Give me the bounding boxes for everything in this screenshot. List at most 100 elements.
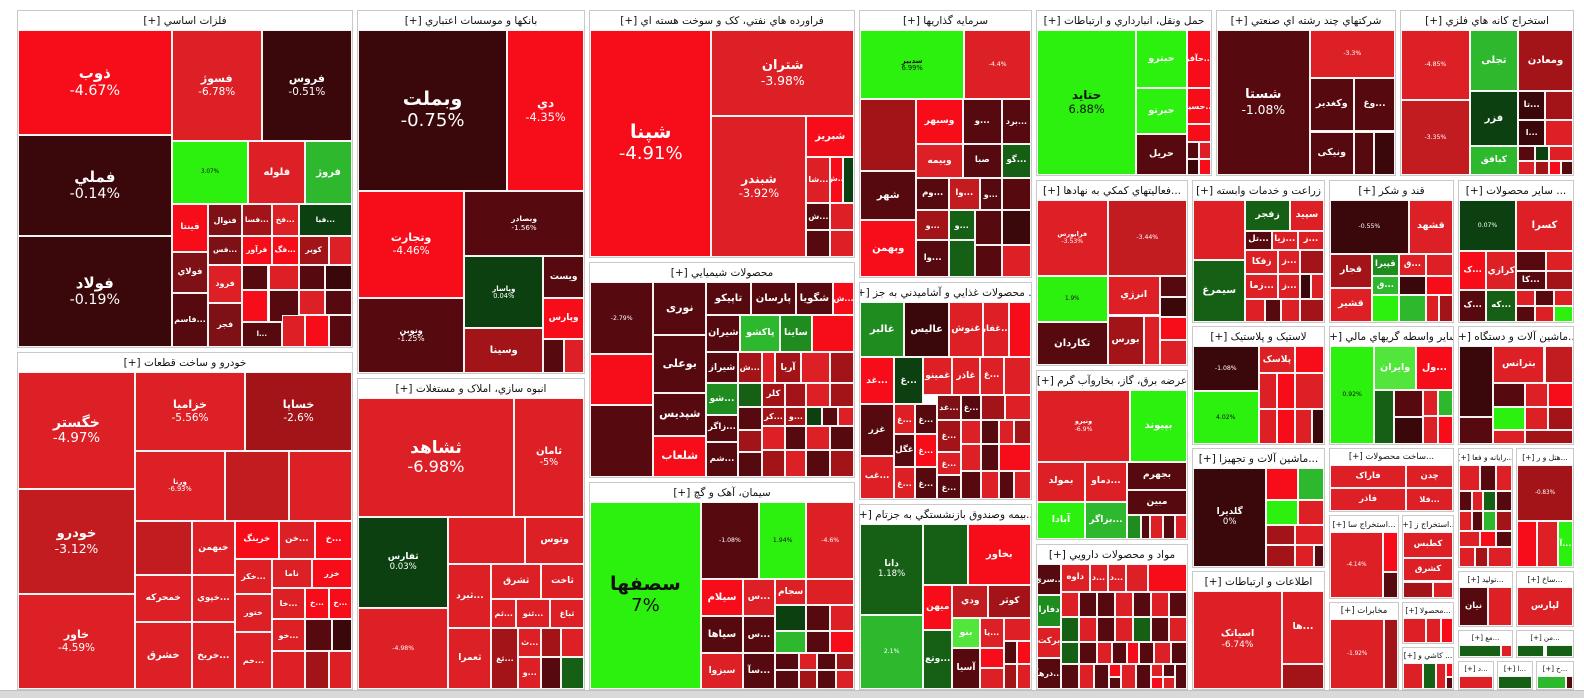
stock-tile-کویر[interactable]: کویر (298, 236, 329, 265)
stock-tile[interactable] (1384, 619, 1398, 689)
stock-tile[interactable]: -1.08% (700, 502, 759, 579)
stock-tile[interactable]: -0.55% (1330, 200, 1409, 254)
stock-tile[interactable] (1295, 346, 1324, 374)
stock-tile[interactable]: 1.9% (1037, 275, 1108, 323)
stock-tile[interactable] (1472, 510, 1483, 532)
stock-tile[interactable] (785, 449, 807, 477)
stock-tile-حبترو[interactable]: حبترو (1136, 30, 1187, 88)
stock-tile-وپاسار[interactable]: وپاسار 0.04% (464, 256, 544, 329)
stock-tile[interactable] (774, 604, 807, 632)
stock-tile[interactable] (806, 449, 831, 477)
stock-tile[interactable] (979, 667, 1004, 689)
stock-tile[interactable] (1501, 645, 1512, 657)
stock-tile[interactable] (305, 619, 332, 651)
stock-tile[interactable] (1496, 490, 1512, 511)
stock-tile-پارسان[interactable]: پارسان (751, 282, 796, 316)
stock-tile-...حسیر[interactable]: ...حسیر (1186, 88, 1211, 125)
stock-tile[interactable] (590, 404, 654, 477)
stock-tile[interactable]: -4.98% (358, 607, 449, 689)
stock-tile-...زاگر[interactable]: ...زاگر (706, 414, 738, 442)
stock-tile-...وغ[interactable]: ...وغ (1354, 77, 1395, 132)
stock-tile[interactable] (1295, 373, 1324, 409)
stock-tile[interactable] (1003, 664, 1018, 689)
stock-tile[interactable] (737, 451, 762, 477)
stock-tile-...شو[interactable]: ...شو (706, 383, 738, 415)
stock-tile[interactable] (1547, 406, 1573, 431)
stock-tile[interactable] (1537, 676, 1566, 689)
stock-tile[interactable] (563, 338, 584, 373)
stock-tile-...وم[interactable]: ...وم (916, 178, 949, 211)
stock-tile-وبصادر[interactable]: وبصادر -1.56% (464, 191, 584, 257)
stock-tile-شیران[interactable]: شیران (706, 315, 741, 353)
stock-tile-...خن[interactable]: ...خن (278, 520, 316, 560)
stock-tile-...کر[interactable]: ...کر (761, 406, 786, 427)
stock-tile[interactable] (590, 354, 654, 405)
stock-tile[interactable] (974, 244, 1002, 277)
stock-tile-...خ[interactable]: ...خ (315, 520, 352, 560)
stock-tile-...و[interactable]: ...و (518, 656, 542, 689)
stock-tile[interactable] (1008, 302, 1031, 358)
stock-tile[interactable] (1017, 664, 1031, 689)
stock-tile[interactable] (830, 352, 854, 384)
sector-header-it[interactable]: اطلاعات و ارتباطات [+] (1193, 572, 1324, 591)
stock-tile[interactable] (1005, 394, 1031, 421)
stock-tile-آریا[interactable]: آریا (774, 352, 802, 384)
stock-tile-دفارا[interactable]: دفارا (1037, 595, 1061, 627)
sector-header-man[interactable]: ...من [+] (1517, 631, 1573, 645)
stock-tile-...غ[interactable]: ...غ (960, 394, 982, 421)
stock-tile[interactable] (1423, 415, 1439, 444)
stock-tile[interactable] (325, 289, 352, 316)
sector-header-machinery2[interactable]: ...ماشین آلات و دستگاه [+] (1459, 327, 1573, 346)
stock-tile[interactable] (1459, 416, 1494, 444)
stock-tile[interactable] (1545, 270, 1573, 291)
stock-tile[interactable] (1480, 465, 1497, 491)
stock-tile[interactable] (960, 471, 982, 499)
stock-tile-خشرق[interactable]: خشرق (134, 622, 192, 689)
stock-tile-...د[interactable]: ...د (1089, 564, 1108, 592)
sector-header-auto[interactable]: خودرو و ساخت قطعات [+] (18, 353, 352, 372)
sector-header-equip[interactable]: ...ماشین آلات و تجهیزا [+] (1193, 449, 1324, 468)
stock-tile-...ث[interactable]: ...ث (518, 627, 542, 657)
stock-tile[interactable] (1297, 468, 1324, 500)
stock-tile[interactable] (1423, 663, 1436, 689)
stock-tile[interactable] (1163, 676, 1175, 689)
sector-header-ceramic[interactable]: ... کاشي و [+] (1403, 648, 1453, 663)
sector-header-insurance[interactable]: ...بیمه وصندوق بازنشستگي به جزتام [+] (860, 505, 1031, 524)
stock-tile-...غد[interactable]: ...غد (860, 357, 895, 405)
stock-tile-زفجر[interactable]: زفجر (1245, 200, 1290, 231)
stock-tile[interactable] (1266, 525, 1296, 546)
stock-tile[interactable] (1282, 663, 1324, 689)
stock-tile-...خو[interactable]: ...خو (271, 619, 306, 651)
stock-tile-شهر[interactable]: شهر (860, 170, 917, 221)
stock-tile[interactable] (1115, 616, 1133, 642)
stock-tile[interactable] (1480, 531, 1497, 547)
stock-tile-خودرو[interactable]: خودرو -3.12% (18, 489, 135, 594)
stock-tile[interactable] (761, 426, 786, 450)
stock-tile-...خکر[interactable]: ...خکر (235, 559, 272, 594)
stock-tile-بوعلی[interactable]: بوعلی (653, 334, 707, 394)
stock-tile[interactable] (817, 670, 836, 689)
stock-tile[interactable] (1536, 521, 1558, 567)
stock-tile-...سري[interactable]: ...سري (1037, 564, 1061, 596)
stock-tile-پاکشو[interactable]: پاکشو (740, 315, 781, 353)
stock-tile-...و[interactable]: ...و (948, 210, 975, 240)
sector-header-sugar[interactable]: قند و شکر [+] (1330, 181, 1453, 200)
stock-tile-...تل[interactable]: ...تل (1245, 230, 1272, 251)
stock-tile[interactable] (1398, 275, 1426, 296)
stock-tile[interactable] (1061, 641, 1079, 664)
stock-tile-...ز[interactable]: ...ز (1297, 230, 1324, 251)
stock-tile[interactable] (1403, 618, 1426, 643)
sector-header-transport[interactable]: حمل ونقل، انبارداري و ارتباطات [+] (1037, 11, 1211, 30)
stock-tile-...غب[interactable]: ...غب (860, 455, 895, 499)
stock-tile-...خریخ[interactable]: ...خریخ (191, 622, 236, 689)
stock-tile[interactable] (981, 394, 1006, 421)
stock-tile-...برد[interactable]: ...برد (1001, 99, 1031, 144)
stock-tile-ورنا[interactable]: ورنا -6.93% (134, 451, 226, 521)
stock-tile[interactable]: 0.07% (1459, 200, 1516, 252)
stock-tile[interactable] (1163, 664, 1175, 677)
sector-header-metals[interactable]: فلزات اساسي [+] (18, 11, 352, 30)
stock-tile-کرازي[interactable]: کرازي (1486, 251, 1516, 291)
stock-tile[interactable] (305, 315, 329, 347)
stock-tile-...ثنو[interactable]: ...ثنو (516, 598, 551, 628)
stock-tile-...زیا[interactable]: ...زیا (1271, 230, 1298, 251)
